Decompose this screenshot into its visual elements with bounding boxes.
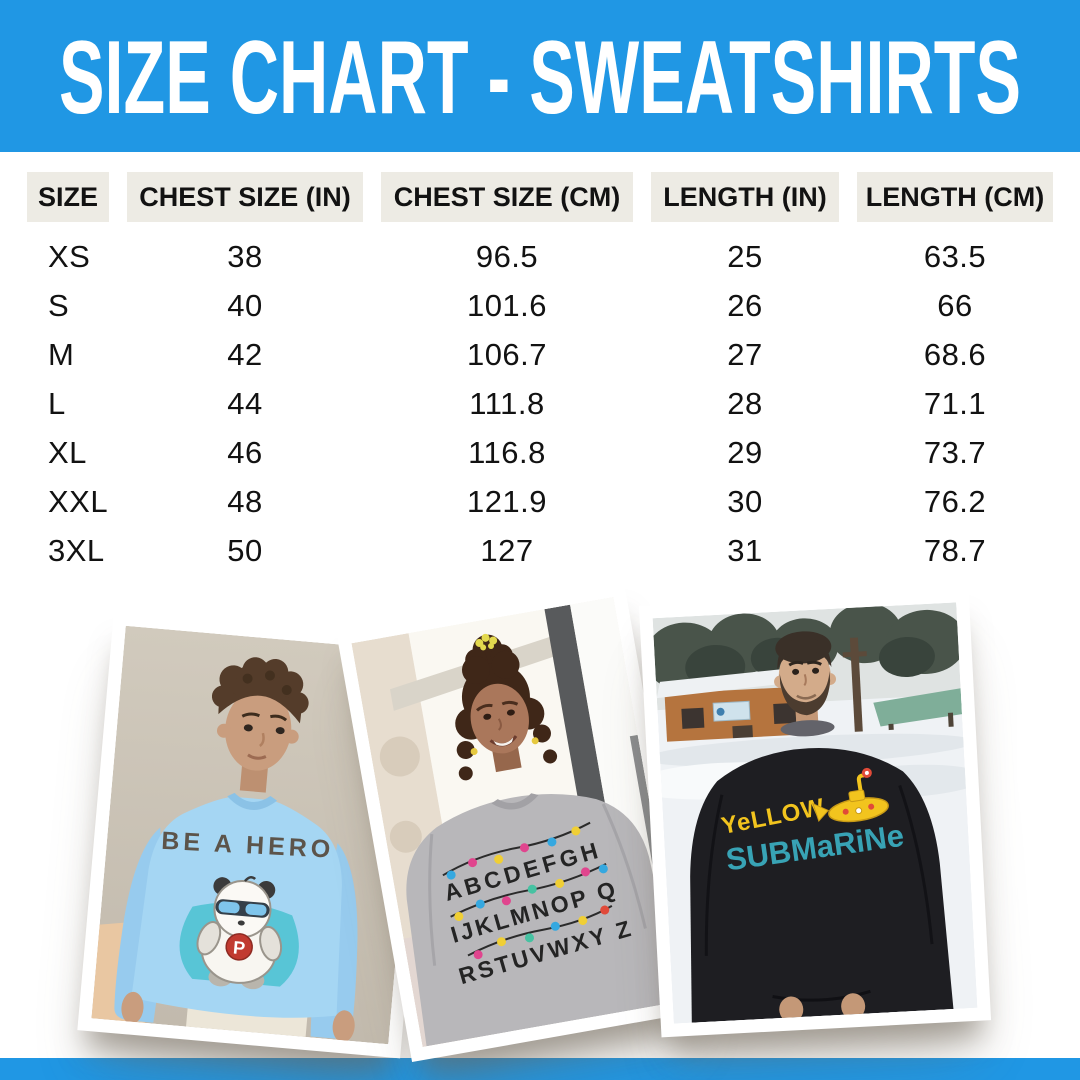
black-sweatshirt-scene: YeLLOW SUBMaRiNe [652,602,978,1024]
table-cell: 71.1 [923,385,987,421]
window-frame [544,604,607,820]
string-lights-row1 [446,826,581,880]
table-cell: 42 [227,336,263,372]
table-cell: 46 [227,434,263,470]
gray-sweatshirt [406,793,681,1047]
photo-area-middle: ABCDEFGH IJKLMNOP Q RST [351,597,685,1047]
table-cell: 3XL [48,532,105,568]
string-lights-row3 [473,905,610,960]
size-table: SIZE CHEST SIZE (IN) CHEST SIZE (CM) LEN… [27,172,1053,575]
column-header-chest-cm: CHEST SIZE (CM) [381,172,633,222]
table-cell: 73.7 [923,434,987,470]
table-cell: L [48,385,66,421]
panda-badge-letter: P [232,937,246,958]
table-cell: 101.6 [466,287,548,323]
table-row: S 40 101.6 26 66 [27,281,1053,330]
photo-area-left: BE A HERO P [91,625,423,1045]
curly-hair [211,657,309,724]
table-cell: 50 [227,532,263,568]
table-cell: S [48,287,70,323]
table-cell: 26 [727,287,763,323]
table-cell: 121.9 [466,483,548,519]
table-row: 3XL 50 127 31 78.7 [27,526,1053,575]
footer-bar [0,1058,1080,1080]
column-header-chest-in: CHEST SIZE (IN) [127,172,363,222]
table-row: M 42 106.7 27 68.6 [27,330,1053,379]
table-cell: 111.8 [469,385,545,421]
panda-graphic: P [179,875,299,990]
table-row: L 44 111.8 28 71.1 [27,379,1053,428]
column-header-size: SIZE [27,172,109,222]
submarine-graphic [812,767,889,823]
table-cell: 38 [227,238,263,274]
panda-badge [225,933,253,961]
table-cell: 44 [227,385,263,421]
table-cell: XXL [48,483,109,519]
photo-gray-sweatshirt: ABCDEFGH IJKLMNOP Q RST [336,581,700,1063]
model-left [211,657,309,793]
beard [779,671,831,716]
table-cell: 28 [727,385,763,421]
table-cell: 27 [727,336,763,372]
photo-blue-sweatshirt: BE A HERO P [77,611,437,1059]
string-lights-row2 [454,864,608,921]
table-cell: 116.8 [468,434,546,470]
table-cell: 68.6 [923,336,987,372]
table-cell: 31 [727,532,763,568]
table-cell: 127 [480,532,534,568]
table-cell: 106.7 [466,336,548,372]
column-header-length-in: LENGTH (IN) [651,172,839,222]
model-middle [455,633,558,781]
table-cell: 25 [727,238,763,274]
table-header-row: SIZE CHEST SIZE (IN) CHEST SIZE (CM) LEN… [27,172,1053,222]
hair-curl-accents [242,670,292,696]
blue-sweatshirt-scene: BE A HERO P [91,625,423,1045]
table-cell: 63.5 [923,238,987,274]
page-title: SIZE CHART - SWEATSHIRTS [59,20,1021,136]
table-cell: XL [48,434,87,470]
table-cell: 78.7 [923,532,987,568]
gray-sweatshirt-scene: ABCDEFGH IJKLMNOP Q RST [351,597,685,1047]
pole [849,637,863,734]
title-graphic: SIZE CHART - SWEATSHIRTS [59,20,1021,136]
table-row: XS 38 96.5 25 63.5 [27,232,1053,281]
table-row: XXL 48 121.9 30 76.2 [27,477,1053,526]
table-cell: 40 [227,287,263,323]
table-cell: 66 [937,287,973,323]
table-cell: 76.2 [923,483,987,519]
model-right [774,631,837,737]
table-cell: 30 [727,483,763,519]
photo-area-right: YeLLOW SUBMaRiNe [652,602,978,1024]
table-cell: 48 [227,483,263,519]
header-banner: SIZE CHART - SWEATSHIRTS [0,0,1080,152]
table-body: XS 38 96.5 25 63.5 S 40 101.6 26 66 M 42… [27,232,1053,575]
table-cell: 29 [727,434,763,470]
black-sweatshirt [690,747,954,1023]
table-cell: 96.5 [475,238,539,274]
yellow-scrunchie [475,633,498,651]
table-cell: XS [48,238,91,274]
column-header-length-cm: LENGTH (CM) [857,172,1053,222]
photo-black-sweatshirt: YeLLOW SUBMaRiNe [638,588,992,1038]
table-row: XL 46 116.8 29 73.7 [27,428,1053,477]
table-cell: M [48,336,75,372]
